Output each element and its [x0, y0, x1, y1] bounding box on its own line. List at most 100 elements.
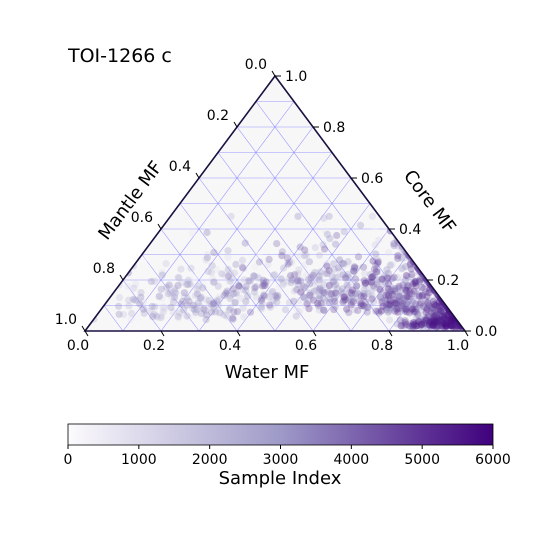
- sample-point: [385, 285, 393, 293]
- sample-point: [427, 317, 435, 325]
- sample-point: [371, 274, 379, 282]
- sample-point: [353, 282, 361, 290]
- sample-point: [422, 316, 430, 324]
- sample-point: [156, 292, 164, 300]
- sample-point: [376, 287, 384, 295]
- sample-point: [435, 302, 443, 310]
- sample-point: [370, 265, 379, 273]
- sample-point: [333, 285, 342, 293]
- sample-point: [347, 289, 356, 297]
- sample-point: [395, 304, 403, 312]
- sample-point: [367, 288, 375, 296]
- sample-point: [317, 268, 325, 276]
- sample-point: [312, 286, 320, 295]
- grid-line-mantle: [122, 279, 162, 332]
- sample-point: [435, 315, 443, 323]
- sample-point: [342, 297, 351, 305]
- sample-point: [384, 307, 393, 315]
- sample-point: [197, 294, 205, 302]
- sample-point: [295, 297, 303, 305]
- sample-point: [354, 253, 363, 261]
- sample-point: [271, 271, 279, 279]
- sample-point: [320, 306, 328, 314]
- sample-point: [415, 277, 424, 285]
- sample-point: [399, 305, 407, 313]
- sample-point: [429, 317, 437, 325]
- sample-point: [422, 315, 430, 323]
- sample-point: [423, 304, 431, 312]
- sample-point: [441, 318, 449, 326]
- sample-point: [139, 299, 147, 307]
- sample-point: [447, 320, 456, 328]
- sample-point: [196, 295, 204, 303]
- sample-point: [258, 282, 267, 290]
- sample-point: [160, 305, 168, 313]
- sample-point: [346, 288, 354, 296]
- sample-point: [416, 300, 424, 308]
- sample-point: [441, 318, 449, 326]
- sample-point: [367, 273, 375, 282]
- sample-point: [446, 321, 454, 329]
- sample-point: [381, 280, 389, 288]
- sample-point: [366, 302, 374, 310]
- sample-point: [319, 306, 327, 314]
- sample-point: [425, 302, 433, 310]
- sample-point: [436, 314, 444, 322]
- sample-point: [285, 274, 293, 282]
- sample-point: [427, 317, 435, 325]
- sample-point: [424, 319, 432, 327]
- water-tick-label: 0.0: [67, 338, 89, 354]
- sample-point: [368, 278, 376, 286]
- core-axis-ticks: 0.0 0.2 0.4 0.6 0.8 1.0: [275, 69, 497, 340]
- sample-point: [404, 293, 412, 301]
- sample-point: [427, 319, 435, 327]
- sample-point: [413, 288, 421, 296]
- sample-point: [387, 307, 395, 315]
- sample-point: [395, 282, 403, 290]
- sample-point: [203, 250, 211, 259]
- sample-point: [432, 313, 440, 321]
- sample-point: [441, 319, 449, 327]
- sample-point: [434, 306, 443, 314]
- sample-point: [445, 314, 453, 322]
- grid-line-water: [122, 101, 295, 332]
- sample-point: [239, 264, 247, 273]
- sample-point: [380, 294, 388, 303]
- sample-point: [295, 308, 303, 316]
- sample-point: [444, 321, 452, 329]
- sample-point: [448, 318, 456, 326]
- sample-point: [409, 323, 417, 331]
- sample-point: [177, 265, 185, 273]
- sample-point: [431, 312, 439, 320]
- sample-point: [440, 309, 449, 317]
- sample-point: [394, 284, 402, 292]
- sample-point: [405, 289, 414, 297]
- sample-point: [209, 274, 217, 283]
- sample-point: [430, 306, 438, 314]
- sample-point: [202, 316, 210, 324]
- sample-point: [448, 319, 456, 327]
- sample-point: [433, 319, 441, 327]
- grid-line-mantle: [179, 203, 276, 332]
- sample-point: [390, 282, 399, 290]
- mantle-tick-mark: [195, 172, 200, 179]
- sample-point: [352, 275, 360, 283]
- sample-point: [231, 298, 239, 307]
- sample-point: [214, 282, 222, 290]
- sample-point: [428, 309, 436, 317]
- sample-point: [426, 285, 434, 294]
- sample-point: [443, 318, 451, 326]
- sample-point: [432, 301, 440, 309]
- sample-point: [292, 304, 301, 312]
- sample-point: [359, 263, 368, 271]
- sample-point: [430, 315, 439, 324]
- sample-point: [223, 287, 231, 295]
- sample-point: [226, 304, 234, 312]
- sample-point: [235, 281, 243, 290]
- sample-point: [428, 321, 436, 329]
- sample-point: [399, 264, 407, 272]
- sample-point: [331, 302, 339, 310]
- sample-point: [440, 320, 449, 328]
- sample-point: [359, 302, 367, 310]
- sample-point: [235, 282, 243, 290]
